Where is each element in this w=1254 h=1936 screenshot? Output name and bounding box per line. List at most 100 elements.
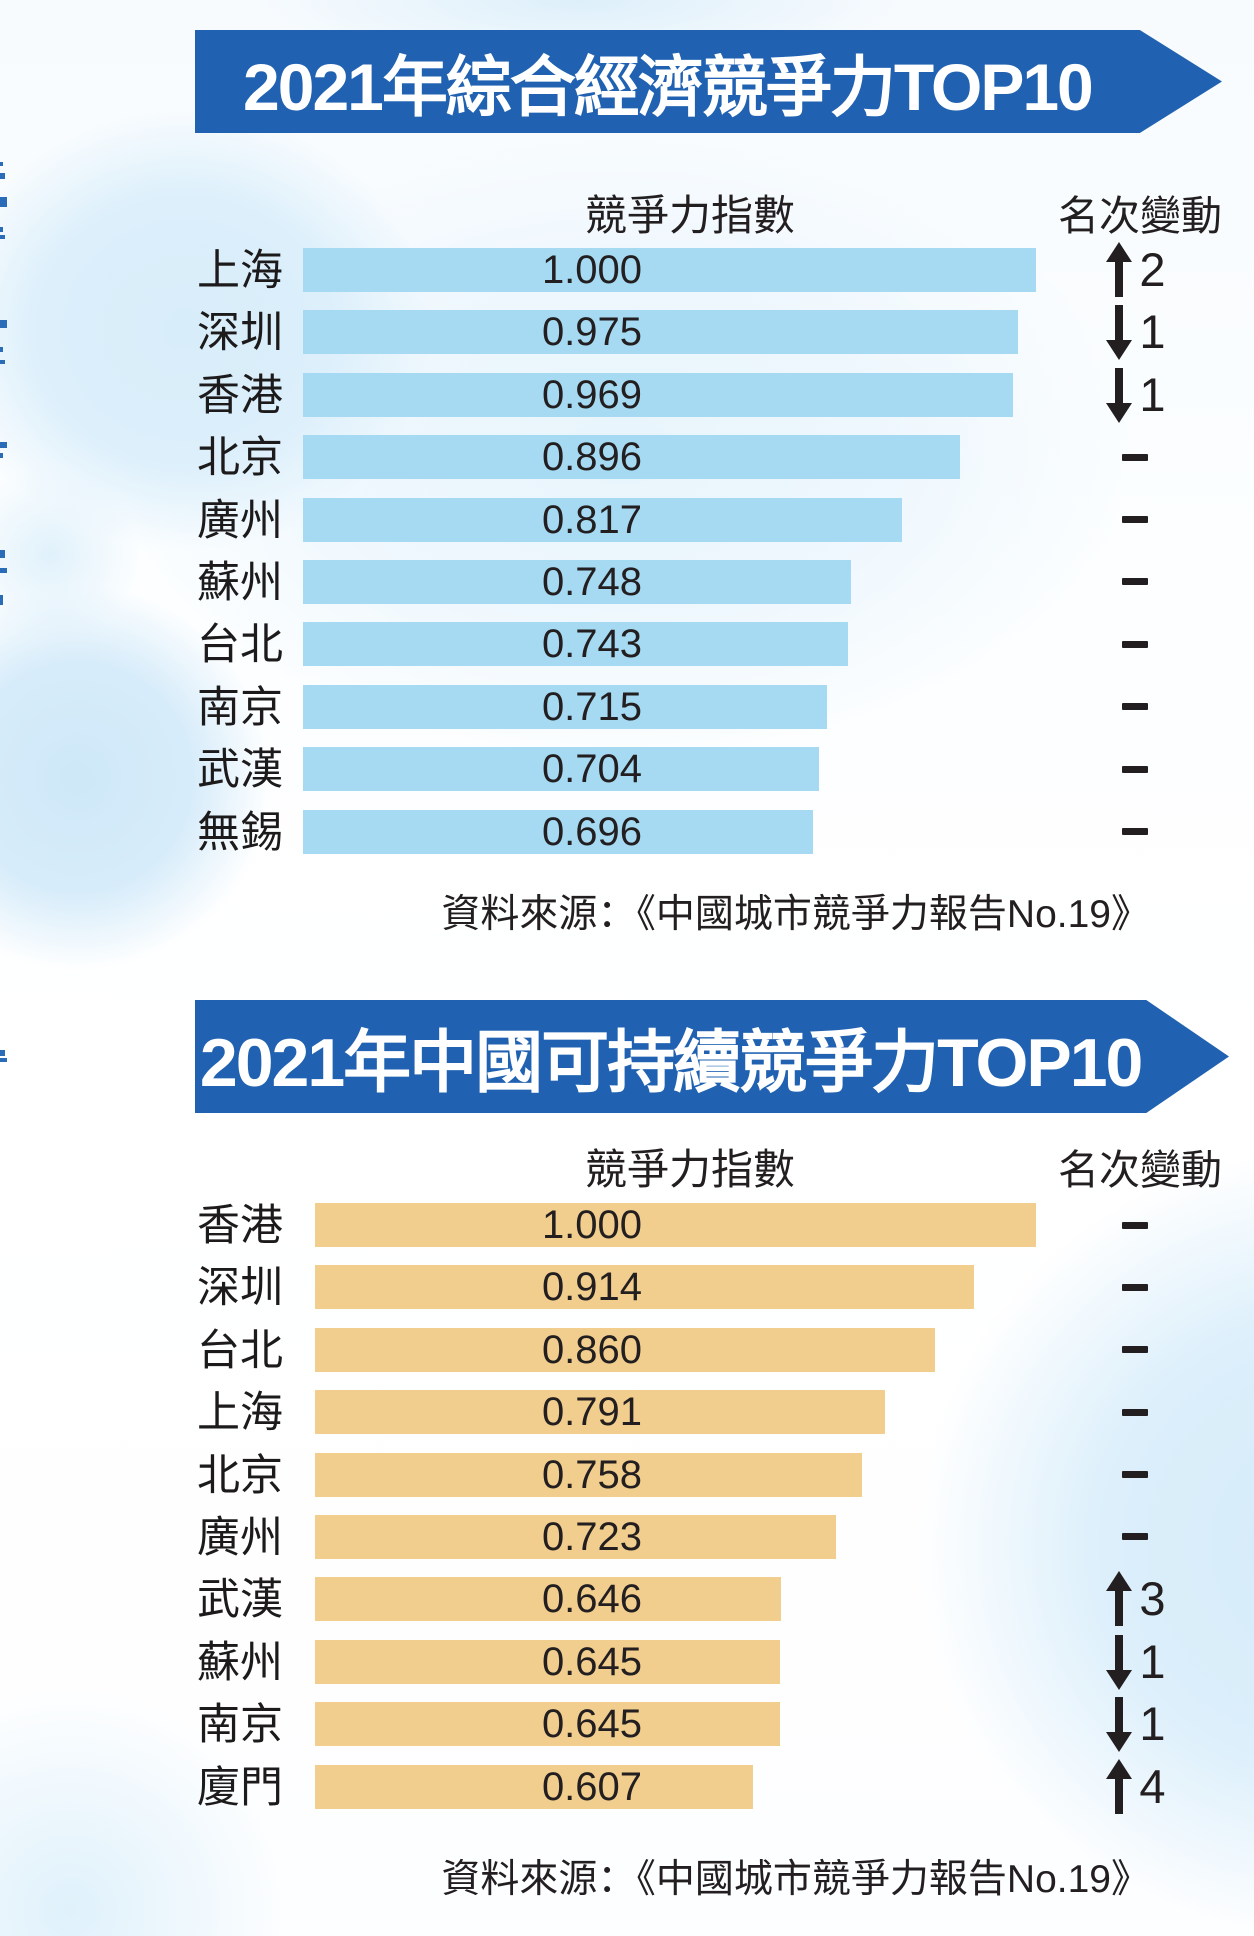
cropped-print-fragment: [0, 173, 5, 179]
chart-title-banner: 2021年綜合經濟競爭力TOP10: [195, 30, 1222, 133]
city-label: 香港: [197, 1202, 283, 1250]
city-label: 武漢: [197, 746, 283, 795]
chart-row: 台北 0.860: [0, 1327, 1254, 1374]
city-label: 南京: [197, 1701, 283, 1750]
no-change-dash-icon: [1122, 1221, 1148, 1229]
rank-change: [1030, 1328, 1240, 1372]
rank-change: [1030, 560, 1240, 604]
city-label: 上海: [197, 247, 283, 295]
rank-change: 3: [1030, 1575, 1240, 1622]
city-label: 香港: [197, 371, 283, 420]
city-label: 蘇州: [197, 558, 283, 607]
bar-value: 0.817: [541, 497, 643, 542]
city-label: 北京: [197, 1451, 283, 1500]
rank-change: [1030, 1265, 1240, 1309]
no-change-dash-icon: [1122, 765, 1148, 773]
chart-row: 南京 0.715: [0, 683, 1254, 732]
value-bar: [315, 1452, 862, 1497]
value-bar: [315, 1702, 780, 1747]
value-bar: [315, 1203, 1036, 1247]
city-label: 廣州: [197, 1513, 283, 1562]
chart-row: 上海 0.791: [0, 1389, 1254, 1438]
rank-change: [1030, 1515, 1240, 1559]
city-label: 廈門: [197, 1763, 283, 1812]
source-note: 資料來源：《中國城市競爭力報告No.19》: [441, 893, 1150, 936]
index-column-header: 競爭力指數: [584, 192, 795, 239]
bar-value: 0.646: [541, 1577, 643, 1622]
bar-value: 0.791: [541, 1390, 643, 1435]
chart-row: 無錫 0.696: [0, 808, 1254, 857]
no-change-dash-icon: [1122, 516, 1148, 524]
rank-change: [1030, 435, 1240, 479]
rank-change: [1030, 1453, 1240, 1497]
cropped-print-fragment: [0, 227, 3, 232]
economic-competitiveness-chart: 2021年綜合經濟競爭力TOP10 競爭力指數 名次變動 上海 1.000 2 …: [0, 30, 1254, 950]
city-label: 深圳: [197, 309, 283, 358]
cropped-print-fragment: [0, 595, 3, 605]
bar-value: 0.914: [541, 1265, 643, 1310]
bar-value: 0.748: [541, 559, 643, 604]
value-bar: [315, 1764, 753, 1809]
cropped-print-fragment: [0, 568, 7, 573]
chart-row: 南京 0.645 1: [0, 1700, 1254, 1750]
bar-value: 0.715: [541, 684, 643, 729]
city-label: 無錫: [197, 808, 283, 857]
chart-row: 蘇州 0.748: [0, 558, 1254, 607]
bar-value: 0.723: [541, 1514, 643, 1559]
chart-title: 2021年中國可持續競爭力TOP10: [199, 1025, 1143, 1101]
city-label: 南京: [197, 683, 283, 732]
value-bar: [315, 1639, 780, 1684]
no-change-dash-icon: [1122, 453, 1148, 461]
no-change-dash-icon: [1122, 828, 1148, 836]
cropped-print-fragment: [0, 235, 5, 239]
rank-change: 1: [1030, 305, 1240, 359]
value-bar: [303, 747, 819, 792]
rank-change-amount: 1: [1139, 367, 1166, 421]
chart-row: 廣州 0.723: [0, 1513, 1254, 1562]
cropped-print-fragment: [0, 320, 7, 328]
bar-value: 0.975: [541, 310, 643, 355]
index-column-header: 競爭力指數: [584, 1146, 795, 1193]
bar-value: 0.704: [541, 747, 643, 792]
value-bar: [303, 559, 851, 604]
city-label: 廣州: [197, 496, 283, 545]
chart-row: 香港 1.000: [0, 1202, 1254, 1250]
cropped-print-fragment: [0, 442, 7, 448]
city-label: 上海: [197, 1389, 283, 1438]
bar-value: 1.000: [541, 1203, 643, 1247]
no-change-dash-icon: [1122, 1346, 1148, 1354]
value-bar: [303, 372, 1013, 417]
rank-change: [1030, 747, 1240, 791]
no-change-dash-icon: [1122, 640, 1148, 648]
bar-value: 0.758: [541, 1452, 643, 1497]
bar-value: 0.645: [541, 1702, 643, 1747]
up-arrow-icon: [1104, 1571, 1134, 1627]
rank-change-amount: 2: [1139, 243, 1166, 296]
no-change-dash-icon: [1122, 1283, 1148, 1291]
rank-change: [1030, 622, 1240, 666]
value-bar: [303, 497, 902, 542]
rank-change: [1030, 685, 1240, 729]
value-bar: [303, 435, 960, 480]
city-label: 武漢: [197, 1576, 283, 1625]
rank-change: 1: [1030, 1700, 1240, 1747]
rank-change-amount: 1: [1139, 305, 1166, 359]
chart-row: 武漢 0.646 3: [0, 1575, 1254, 1625]
rank-change-amount: 4: [1139, 1759, 1166, 1813]
cropped-print-fragment: [0, 1058, 7, 1062]
rank-change: [1030, 1203, 1240, 1247]
rank-change-column-header: 名次變動: [1058, 1147, 1222, 1193]
city-label: 深圳: [197, 1264, 283, 1313]
city-label: 蘇州: [197, 1638, 283, 1687]
rank-change: 4: [1030, 1759, 1240, 1813]
value-bar: [303, 684, 827, 729]
chart-row: 武漢 0.704: [0, 746, 1254, 795]
rank-change: 1: [1030, 1638, 1240, 1685]
down-arrow-icon: [1104, 1634, 1134, 1690]
source-note: 資料來源：《中國城市競爭力報告No.19》: [441, 1858, 1150, 1901]
cropped-print-fragment: [0, 347, 3, 352]
rank-change-column-header: 名次變動: [1058, 193, 1222, 239]
no-change-dash-icon: [1122, 703, 1148, 711]
city-label: 台北: [197, 621, 283, 670]
